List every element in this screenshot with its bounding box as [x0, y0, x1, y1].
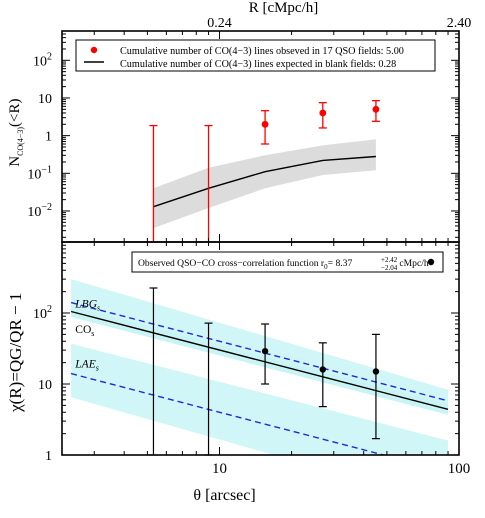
annotation-co: COs [75, 324, 94, 338]
top-y-axis-label: NCO(4−3)(<R) [7, 99, 25, 167]
top-legend-entry: Cumulative number of CO(4−3) lines obsev… [120, 46, 404, 57]
lbg-band [71, 279, 448, 415]
top-y-tick-label: 1 [45, 130, 52, 145]
bottom-y-tick-label: 102 [33, 304, 52, 322]
annotation-lae: LAEs [74, 359, 99, 373]
expected-line [153, 155, 376, 208]
legend-observed-marker [90, 46, 98, 54]
top-axis-tick-label: 2.40 [447, 16, 472, 31]
expected-band [153, 139, 376, 229]
bottom-legend-box [131, 251, 444, 273]
top-y-tick-label: 10−2 [27, 202, 52, 220]
top-legend-box [75, 39, 436, 72]
top-axis-label: R [cMpc/h] [249, 0, 319, 16]
top-legend-entry: Cumulative number of CO(4−3) lines expec… [120, 59, 396, 70]
xcorr-point-4 [372, 368, 380, 375]
observed-point-0 [261, 120, 269, 128]
bottom-x-tick-label: 100 [448, 461, 471, 477]
bottom-y-tick-label: 10 [38, 378, 52, 393]
top-y-tick-label: 102 [33, 51, 52, 69]
top-y-tick-label: 10 [38, 92, 52, 107]
legend-xcorr-marker [427, 258, 435, 266]
top-axis-tick-label: 0.24 [207, 16, 232, 31]
xcorr-point-3 [319, 366, 327, 373]
xcorr-point-2 [261, 347, 269, 355]
x-axis-label: θ [arcsec] [193, 487, 255, 504]
observed-point-1 [319, 109, 327, 117]
co-model-line [70, 310, 449, 410]
bottom-plot-frame [61, 241, 460, 456]
annotation-lbg: LBGs [74, 298, 100, 312]
observed-point-2 [372, 105, 380, 113]
bottom-x-tick-label: 10 [212, 461, 227, 477]
top-y-tick-label: 10−1 [27, 164, 52, 182]
lbg-model-line [70, 301, 449, 402]
bottom-y-tick-label: 1 [45, 449, 52, 464]
lae-model-line [70, 372, 387, 455]
lae-band [71, 343, 448, 455]
bottom-legend-entry: Observed QSO−CO cross−correlation functi… [138, 256, 429, 272]
bottom-y-axis-label: χ(R)=QG/QR − 1 [6, 293, 25, 413]
